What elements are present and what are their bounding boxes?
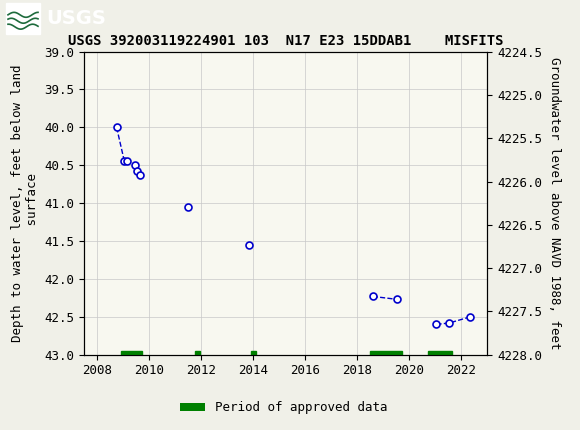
Bar bbox=[195, 351, 200, 359]
Bar bbox=[121, 351, 142, 359]
Y-axis label: Groundwater level above NAVD 1988, feet: Groundwater level above NAVD 1988, feet bbox=[548, 57, 561, 350]
Bar bbox=[251, 351, 256, 359]
Legend: Period of approved data: Period of approved data bbox=[175, 396, 393, 419]
Bar bbox=[428, 351, 452, 359]
FancyBboxPatch shape bbox=[6, 3, 40, 34]
Bar bbox=[370, 351, 402, 359]
Y-axis label: Depth to water level, feet below land
 surface: Depth to water level, feet below land su… bbox=[11, 64, 39, 342]
Text: USGS: USGS bbox=[46, 9, 106, 28]
Title: USGS 392003119224901 103  N17 E23 15DDAB1    MISFITS: USGS 392003119224901 103 N17 E23 15DDAB1… bbox=[68, 34, 503, 48]
